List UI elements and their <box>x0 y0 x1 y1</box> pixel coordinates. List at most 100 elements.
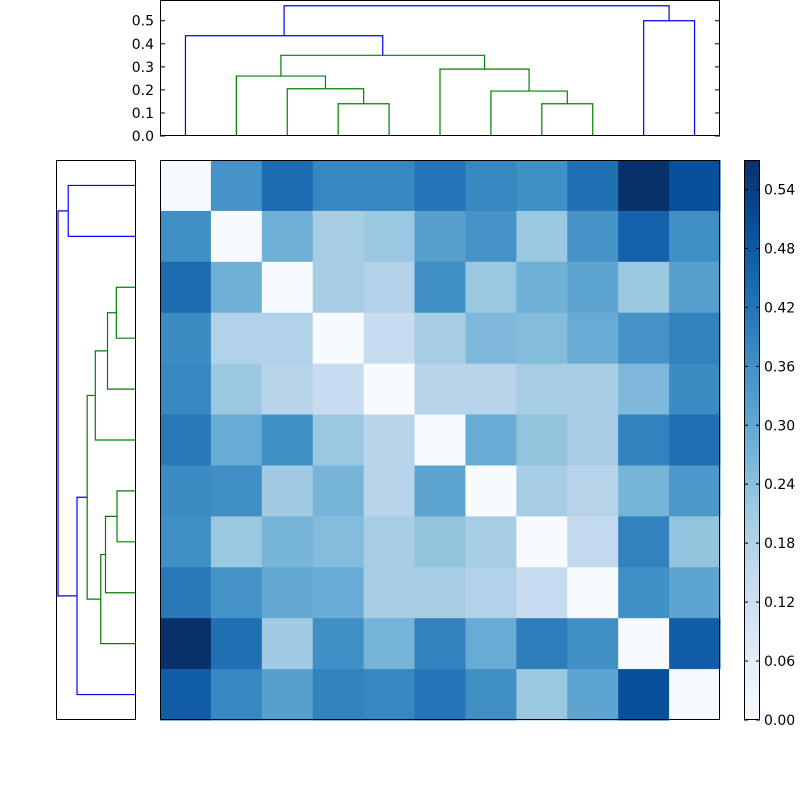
dendrogram-link <box>86 394 101 600</box>
y-tick-label: 0.5 <box>132 14 154 30</box>
colorbar-tick-label: 0.12 <box>764 595 795 611</box>
heatmap-cell <box>414 261 466 314</box>
top-dendrogram <box>184 5 696 136</box>
heatmap-cell <box>465 516 517 568</box>
dendrogram-link <box>76 496 136 696</box>
heatmap-cell <box>363 465 416 517</box>
heatmap-cell <box>414 567 466 619</box>
heatmap-cell <box>312 516 365 568</box>
left-dendrogram <box>57 184 136 696</box>
heatmap-cell <box>465 312 517 365</box>
heatmap-cell <box>210 414 263 466</box>
y-tick-label: 0.2 <box>132 83 154 99</box>
heatmap-cell <box>261 465 314 517</box>
heatmap-cell <box>567 516 619 568</box>
heatmap-cell <box>618 669 670 721</box>
heatmap-cell <box>465 210 517 263</box>
heatmap-cell <box>618 312 670 365</box>
heatmap-cell <box>516 567 568 619</box>
heatmap-cell <box>210 465 263 517</box>
heatmap-cell <box>516 261 568 314</box>
colorbar-frame <box>744 160 760 720</box>
heatmap-cell <box>465 618 517 670</box>
heatmap-cell <box>160 312 212 365</box>
heatmap-cell <box>363 669 416 721</box>
dendrogram-link <box>115 286 136 339</box>
heatmap-cell <box>160 618 212 670</box>
heatmap-cell <box>210 210 263 263</box>
heatmap-cell <box>567 567 619 619</box>
heatmap-cell <box>618 516 670 568</box>
heatmap-cell <box>669 669 721 721</box>
heatmap-cell <box>669 160 721 212</box>
heatmap-cell <box>618 414 670 466</box>
heatmap <box>160 160 721 721</box>
heatmap-cell <box>363 618 416 670</box>
heatmap-cell <box>516 465 568 517</box>
heatmap-cell <box>312 363 365 416</box>
heatmap-cell <box>414 414 466 466</box>
heatmap-cell <box>567 210 619 263</box>
heatmap-cell <box>414 160 466 212</box>
heatmap-cell <box>312 210 365 263</box>
dendrogram-link <box>235 75 327 136</box>
heatmap-cell <box>567 414 619 466</box>
heatmap-cell <box>160 363 212 416</box>
dendrogram-link <box>184 35 384 136</box>
heatmap-cell <box>567 618 619 670</box>
heatmap-cell <box>567 465 619 517</box>
colorbar-tick-label: 0.54 <box>764 182 795 198</box>
heatmap-cell <box>414 669 466 721</box>
dendrogram-link <box>57 210 78 597</box>
dendrogram-link <box>337 103 390 136</box>
heatmap-cell <box>312 465 365 517</box>
heatmap-cell <box>261 669 314 721</box>
heatmap-cell <box>465 160 517 212</box>
heatmap-cell <box>618 363 670 416</box>
heatmap-cell <box>465 363 517 416</box>
heatmap-cell <box>160 210 212 263</box>
heatmap-cell <box>516 160 568 212</box>
dendrogram-link <box>280 54 486 77</box>
left-dendrogram-frame <box>56 160 136 720</box>
heatmap-cell <box>363 567 416 619</box>
dendrogram-link <box>104 515 136 594</box>
heatmap-cell <box>160 465 212 517</box>
heatmap-cell <box>261 210 314 263</box>
colorbar-tick-label: 0.06 <box>764 654 795 670</box>
heatmap-cell <box>669 261 721 314</box>
heatmap-cell <box>516 414 568 466</box>
heatmap-cell <box>669 567 721 619</box>
heatmap-cell <box>210 516 263 568</box>
heatmap-frame <box>160 160 720 720</box>
heatmap-cell <box>261 160 314 212</box>
heatmap-cell <box>363 261 416 314</box>
heatmap-cell <box>567 312 619 365</box>
dendrogram-link <box>106 312 136 390</box>
dendrogram-link <box>643 20 696 136</box>
dendrogram-link <box>67 184 136 237</box>
colorbar-tick-label: 0.18 <box>764 536 795 552</box>
heatmap-cell <box>261 618 314 670</box>
heatmap-cell <box>261 516 314 568</box>
heatmap-cell <box>669 210 721 263</box>
heatmap-cell <box>210 160 263 212</box>
y-tick-label: 0.1 <box>132 106 154 122</box>
heatmap-cell <box>516 618 568 670</box>
heatmap-cell <box>363 312 416 365</box>
heatmap-cell <box>669 618 721 670</box>
heatmap-cell <box>363 160 416 212</box>
heatmap-cell <box>160 414 212 466</box>
colorbar-tick-label: 0.36 <box>764 359 795 375</box>
heatmap-cell <box>261 567 314 619</box>
heatmap-cell <box>618 210 670 263</box>
heatmap-cell <box>210 567 263 619</box>
heatmap-cell <box>261 261 314 314</box>
heatmap-cell <box>669 516 721 568</box>
heatmap-cell <box>414 465 466 517</box>
heatmap-cell <box>516 210 568 263</box>
heatmap-cell <box>160 516 212 568</box>
colorbar-tick-label: 0.24 <box>764 477 795 493</box>
heatmap-cell <box>669 312 721 365</box>
heatmap-cell <box>567 261 619 314</box>
